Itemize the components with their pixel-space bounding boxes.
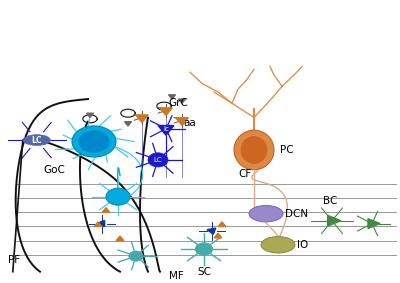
Text: lc: lc: [163, 126, 169, 132]
Text: IO: IO: [297, 240, 308, 250]
Polygon shape: [178, 99, 186, 103]
Text: SC: SC: [197, 267, 211, 277]
Ellipse shape: [241, 137, 267, 164]
Polygon shape: [94, 222, 102, 226]
Polygon shape: [207, 228, 216, 234]
Polygon shape: [136, 115, 148, 123]
Ellipse shape: [23, 135, 50, 145]
Polygon shape: [86, 113, 94, 117]
Text: PF: PF: [8, 255, 20, 265]
Polygon shape: [158, 126, 174, 135]
Text: GoC: GoC: [43, 165, 65, 175]
Circle shape: [148, 153, 168, 167]
Ellipse shape: [234, 130, 274, 170]
Text: GrC: GrC: [168, 98, 188, 108]
Polygon shape: [160, 108, 172, 115]
Text: LC: LC: [154, 157, 162, 163]
Circle shape: [79, 131, 109, 152]
Polygon shape: [168, 95, 176, 99]
Text: CF: CF: [238, 169, 251, 179]
Polygon shape: [97, 220, 105, 227]
Text: DCN: DCN: [285, 209, 308, 219]
Text: MF: MF: [169, 271, 183, 281]
Polygon shape: [116, 236, 124, 241]
Ellipse shape: [249, 205, 283, 222]
Text: BC: BC: [323, 196, 337, 206]
Circle shape: [195, 243, 213, 255]
Polygon shape: [176, 118, 188, 125]
Polygon shape: [102, 208, 110, 212]
Text: LC: LC: [32, 136, 42, 145]
Circle shape: [106, 188, 130, 205]
Polygon shape: [368, 219, 380, 228]
Circle shape: [72, 126, 116, 157]
Polygon shape: [214, 233, 222, 238]
Circle shape: [129, 251, 143, 261]
Ellipse shape: [261, 237, 295, 253]
Polygon shape: [218, 222, 226, 226]
Text: aa: aa: [183, 118, 196, 128]
Polygon shape: [328, 215, 341, 226]
Text: PC: PC: [280, 145, 294, 155]
Polygon shape: [124, 122, 132, 126]
